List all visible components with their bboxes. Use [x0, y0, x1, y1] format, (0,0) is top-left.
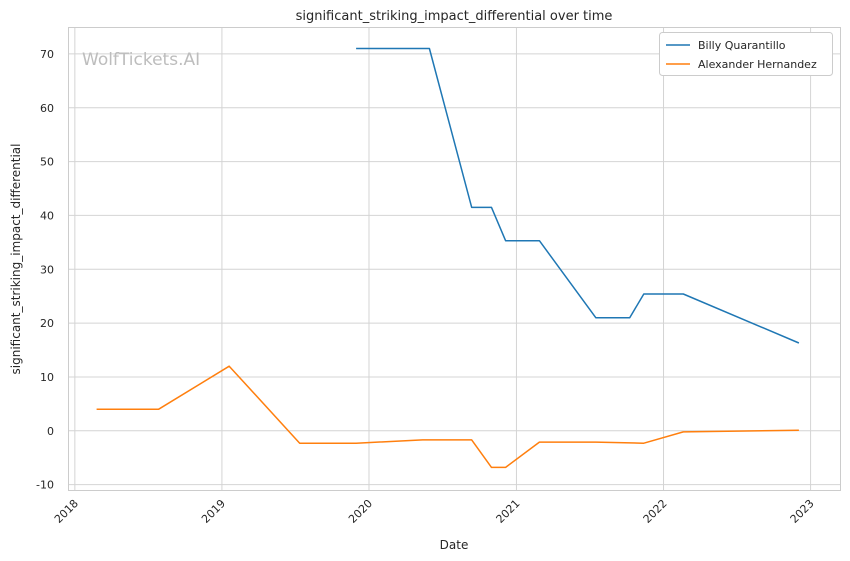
legend: Billy Quarantillo Alexander Hernandez: [659, 32, 833, 76]
chart-title: significant_striking_impact_differential…: [296, 9, 613, 24]
y-axis-label: significant_striking_impact_differential: [9, 144, 23, 375]
legend-label-alexander-hernandez: Alexander Hernandez: [698, 58, 817, 71]
y-tick-label: 30: [40, 263, 54, 276]
x-gridlines: [74, 27, 812, 490]
legend-box: [659, 32, 833, 76]
y-tick-label: 60: [40, 102, 54, 115]
y-tick-label: 20: [40, 317, 54, 330]
y-gridlines: [68, 53, 840, 486]
series-lines: [96, 47, 800, 469]
y-tick-label: 70: [40, 48, 54, 61]
legend-label-billy-quarantillo: Billy Quarantillo: [698, 39, 786, 52]
plot-area-frame: [68, 27, 841, 491]
series-line-billy-quarantillo: [356, 47, 800, 344]
x-axis-label: Date: [440, 538, 469, 552]
y-tick-labels: -10 0 10 20 30 40 50 60 70: [36, 48, 54, 492]
y-tick-label: 50: [40, 156, 54, 169]
watermark: WolfTickets.AI: [82, 50, 200, 70]
y-tick-label: 0: [47, 425, 54, 438]
series-line-alexander-hernandez: [96, 365, 799, 469]
y-tick-label: 10: [40, 371, 54, 384]
y-tick-label: 40: [40, 209, 54, 222]
y-tick-label: -10: [36, 479, 54, 492]
